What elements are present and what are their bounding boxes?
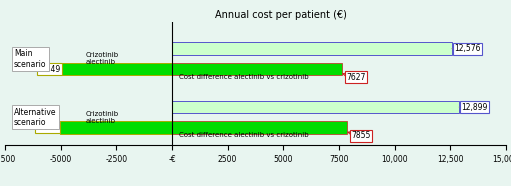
Bar — [172, 42, 452, 55]
Bar — [172, 101, 459, 113]
Text: Cost difference alectinib vs crizotinib: Cost difference alectinib vs crizotinib — [179, 132, 308, 138]
Text: Alternative
scenario: Alternative scenario — [14, 108, 57, 127]
Bar — [172, 63, 342, 75]
Title: Annual cost per patient (€): Annual cost per patient (€) — [215, 10, 346, 20]
Text: Crizotinib
alectinib: Crizotinib alectinib — [85, 111, 119, 124]
Text: -4949: -4949 — [38, 65, 61, 74]
Text: Cost difference alectinib vs crizotinib: Cost difference alectinib vs crizotinib — [179, 74, 308, 80]
Text: 7627: 7627 — [343, 73, 365, 82]
Text: Crizotinib
alectinib: Crizotinib alectinib — [85, 52, 119, 65]
Text: 12,899: 12,899 — [459, 103, 487, 112]
Bar — [62, 63, 172, 75]
Bar — [172, 121, 347, 134]
Text: -5044: -5044 — [36, 123, 59, 132]
Bar — [60, 121, 172, 134]
Text: Main
scenario: Main scenario — [14, 49, 47, 69]
Text: 12,576: 12,576 — [452, 44, 481, 53]
Text: 7855: 7855 — [348, 131, 370, 140]
